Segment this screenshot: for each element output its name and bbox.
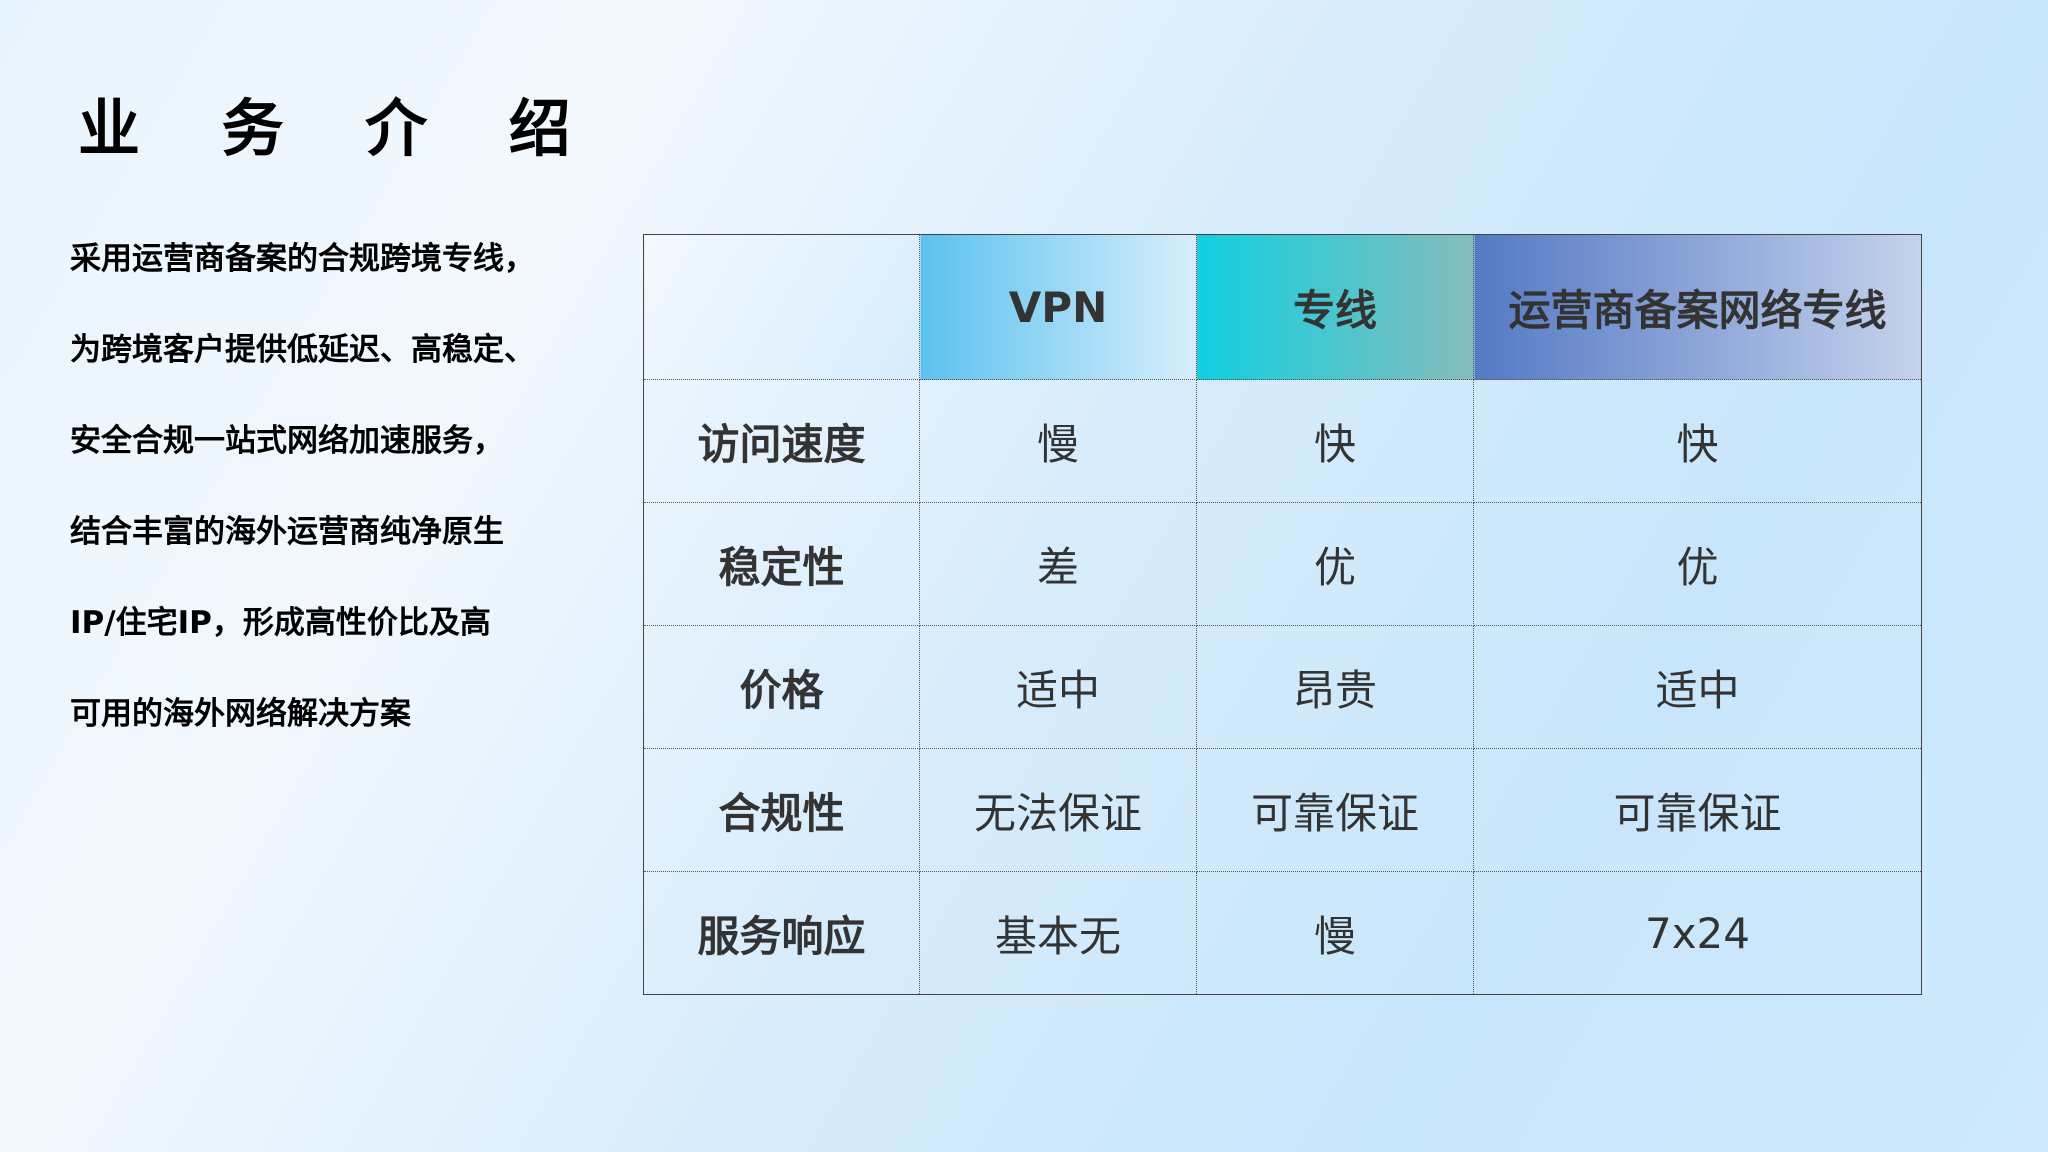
table-header-row: VPN 专线 运营商备案网络专线 (643, 234, 1922, 380)
cell: 昂贵 (1196, 625, 1474, 749)
description-line: 采用运营商备案的合规跨境专线， (70, 241, 535, 277)
page-title: 业 务 介 绍 (78, 92, 601, 165)
cell: 基本无 (919, 871, 1197, 995)
table-row: 合规性 无法保证 可靠保证 可靠保证 (643, 748, 1922, 872)
table-row: 服务响应 基本无 慢 7x24 (643, 871, 1922, 995)
header-empty (643, 234, 920, 380)
description-line: 为跨境客户提供低延迟、高稳定、 (70, 332, 535, 368)
row-label: 合规性 (643, 748, 920, 872)
description-line: 可用的海外网络解决方案 (70, 696, 411, 732)
header-carrier-line: 运营商备案网络专线 (1473, 234, 1922, 380)
cell: 7x24 (1473, 871, 1922, 995)
cell: 适中 (1473, 625, 1922, 749)
table-row: 访问速度 慢 快 快 (643, 379, 1922, 503)
description-line: 结合丰富的海外运营商纯净原生 (70, 514, 504, 550)
cell: 无法保证 (919, 748, 1197, 872)
description-line: IP/住宅IP，形成高性价比及高 (70, 605, 491, 641)
cell: 慢 (919, 379, 1197, 503)
row-label: 价格 (643, 625, 920, 749)
comparison-table: VPN 专线 运营商备案网络专线 访问速度 慢 快 快 稳定性 差 优 优 价格… (643, 234, 1922, 995)
cell: 快 (1196, 379, 1474, 503)
table-row: 稳定性 差 优 优 (643, 502, 1922, 626)
cell: 可靠保证 (1196, 748, 1474, 872)
cell: 优 (1473, 502, 1922, 626)
description: 采用运营商备案的合规跨境专线， 为跨境客户提供低延迟、高稳定、 安全合规一站式网… (70, 232, 630, 778)
table-row: 价格 适中 昂贵 适中 (643, 625, 1922, 749)
row-label: 服务响应 (643, 871, 920, 995)
row-label: 稳定性 (643, 502, 920, 626)
cell: 适中 (919, 625, 1197, 749)
header-vpn: VPN (919, 234, 1197, 380)
cell: 差 (919, 502, 1197, 626)
cell: 慢 (1196, 871, 1474, 995)
cell: 可靠保证 (1473, 748, 1922, 872)
description-line: 安全合规一站式网络加速服务， (70, 423, 504, 459)
row-label: 访问速度 (643, 379, 920, 503)
cell: 优 (1196, 502, 1474, 626)
header-dedicated-line: 专线 (1196, 234, 1474, 380)
cell: 快 (1473, 379, 1922, 503)
